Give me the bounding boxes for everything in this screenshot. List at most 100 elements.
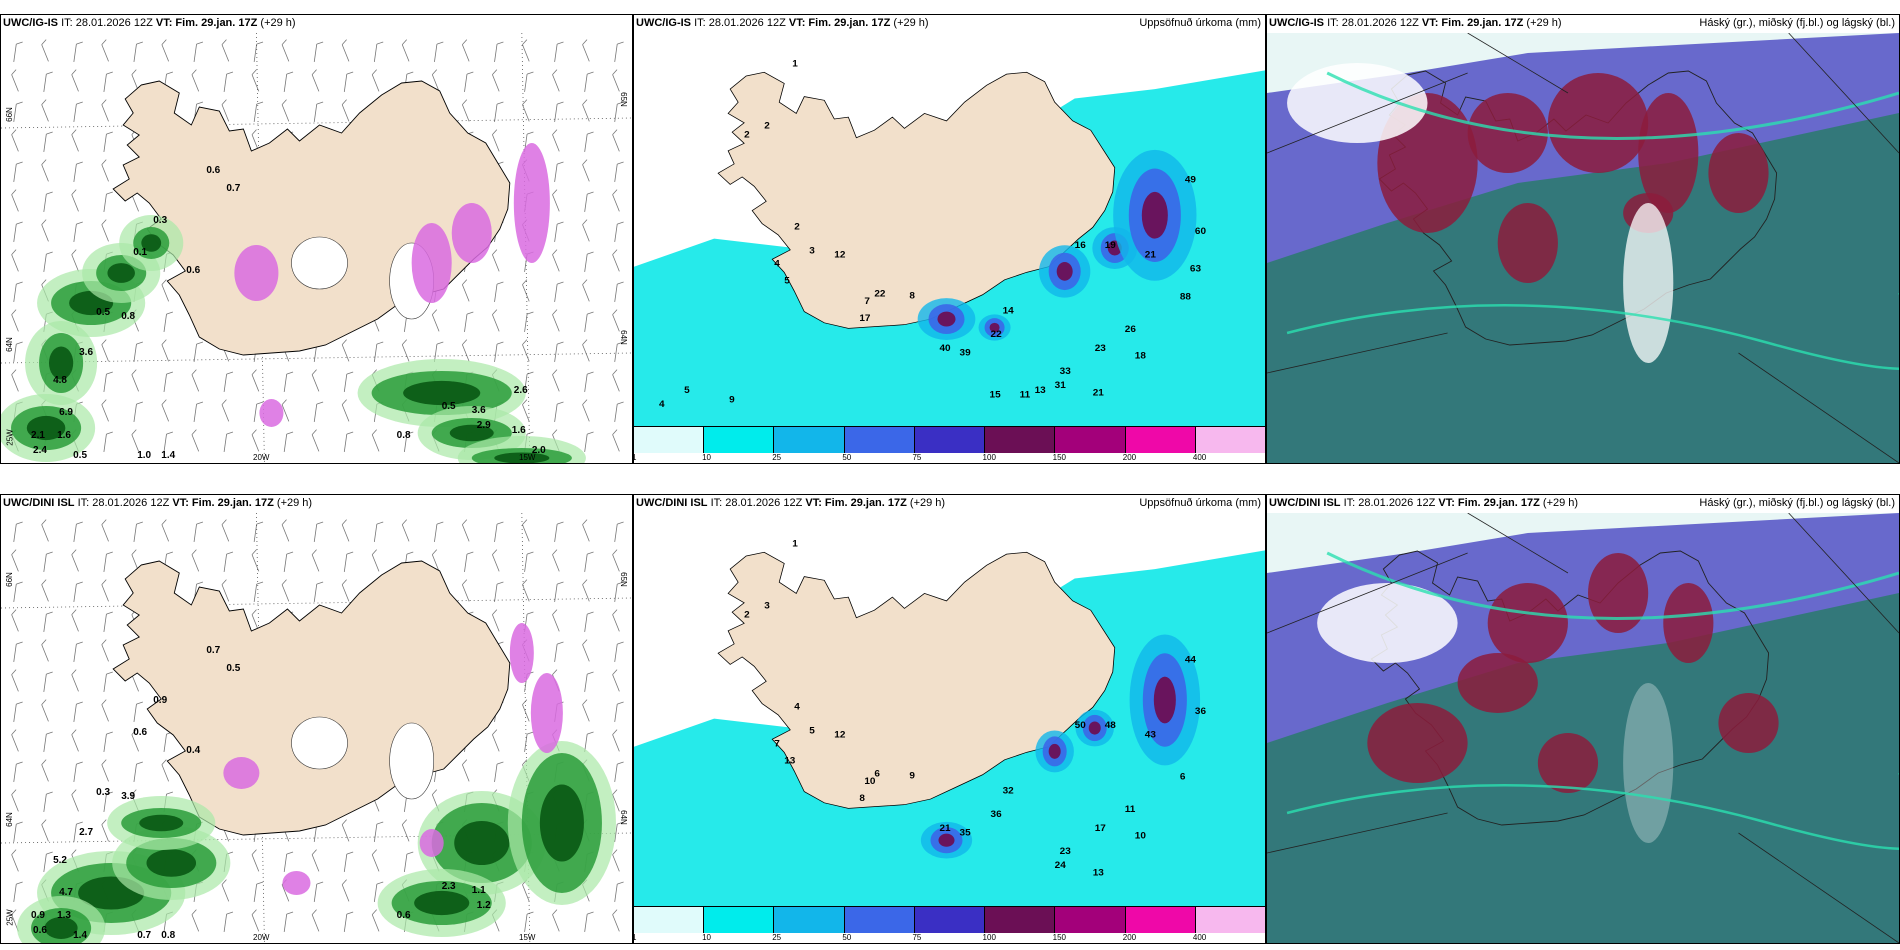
wind-barb [41,39,49,62]
clear-sky-area [1623,203,1674,363]
wind-barb [341,399,350,422]
lat-label-right-top: 65N [619,92,629,107]
wind-barb [373,881,384,902]
wind-barb [133,521,143,542]
cloud-map [1267,33,1899,463]
wind-barb [614,641,624,662]
iceland-landmass [717,71,1116,329]
value-label: 0.7 [206,645,220,656]
panel-precip-igis: UWC/IG-IS IT: 28.01.2026 12Z VT: Fim. 29… [633,14,1266,464]
wind-barb [401,339,410,362]
cloud-edge-contour [1326,551,1899,620]
high-cloud-area [1457,653,1538,713]
wind-barb [554,521,564,542]
wind-barb [552,549,560,572]
wind-barb [371,849,380,872]
value-label: 26 [1125,324,1137,335]
legend-tick-label: 10 [702,933,712,942]
value-label: 50 [1075,720,1086,731]
border-line [1267,552,1468,634]
heavy-precip-area [44,917,78,939]
wind-barb [71,669,79,692]
lat-label-right-mid: 64N [619,330,629,345]
panel-header: UWC/DINI ISL IT: 28.01.2026 12Z VT: Fim.… [3,497,313,509]
value-label: 8 [859,793,865,804]
legend-swatch [704,427,775,453]
wind-barb [283,371,294,392]
wind-barb [133,701,143,722]
value-label: 0.3 [96,787,110,798]
heavy-precip-area [403,380,481,406]
wind-barb [522,39,530,62]
wind-barb [612,69,620,92]
value-label: 0.5 [442,401,456,412]
heavy-precip-area [494,452,550,463]
wind-barb [584,371,594,392]
wind-barb [191,369,200,392]
value-label: 10 [864,776,875,787]
wind-barb [101,519,109,542]
legend-tick-label: 25 [772,933,782,942]
wind-barb [341,879,350,902]
value-label: 0.1 [133,247,147,258]
precip-legend-labels: 1 10 25 50 75 100 150 200 400 [634,933,1265,943]
wind-barb [612,189,620,212]
value-label: 49 [1185,175,1197,186]
wind-barb [11,249,19,272]
legend-tick-label: 400 [1192,453,1207,462]
wind-barb [584,251,594,272]
value-label: 0.5 [96,307,110,318]
value-label: 4 [774,259,780,270]
precip-100mm [1141,191,1168,239]
wind-barb [552,369,560,392]
wind-barb [133,401,143,422]
high-cloud-area [1487,583,1568,663]
wind-barb [43,611,53,632]
value-label: 1.3 [57,910,71,921]
wind-barb [311,69,320,92]
wind-barb [614,281,624,302]
cloud-edge-contour [1286,773,1899,850]
value-label: 12 [834,250,845,261]
wind-barb [131,729,139,752]
wind-barb [343,431,354,452]
border-line [1267,72,1468,154]
wind-barb [582,219,590,242]
wind-barb [41,759,49,782]
wind-barb [373,341,384,362]
high-cloud-area [1497,203,1558,283]
wind-barb [313,881,324,902]
wind-barb [13,821,23,842]
wind-barb [343,551,354,572]
clear-sky-area [1317,583,1458,663]
wind-barb [552,249,560,272]
legend-swatch [1195,907,1265,933]
legend-swatch [844,907,915,933]
wind-barb [552,909,560,932]
wind-barb [103,611,113,632]
wind-barb [371,429,380,452]
wind-barb [43,251,53,272]
wind-barb [161,759,170,782]
legend-tick-label: 200 [1122,933,1137,942]
wind-barb [71,729,79,752]
wind-barb [554,641,564,662]
wind-barb [103,731,113,752]
wind-barb [401,519,410,542]
wind-barb [71,549,79,572]
wind-barb [131,429,139,452]
wind-barb [103,431,113,452]
value-label: 63 [1190,264,1202,275]
wind-barb [251,549,260,572]
wind-barb [11,849,19,872]
wind-map: 0.6 0.7 0.3 0.1 0.6 0.5 0.8 3.6 4.8 6.9 2.1 1.6 2.4 0… [1,33,632,463]
wind-barb [71,609,79,632]
legend-swatch [634,907,705,933]
wind-barb [101,339,109,362]
wind-barb [103,371,113,392]
wind-barb [341,339,350,362]
precip-100mm [1153,676,1176,724]
wind-barb [11,549,19,572]
value-label: 1.6 [57,430,71,441]
value-label: 5.2 [53,855,67,866]
